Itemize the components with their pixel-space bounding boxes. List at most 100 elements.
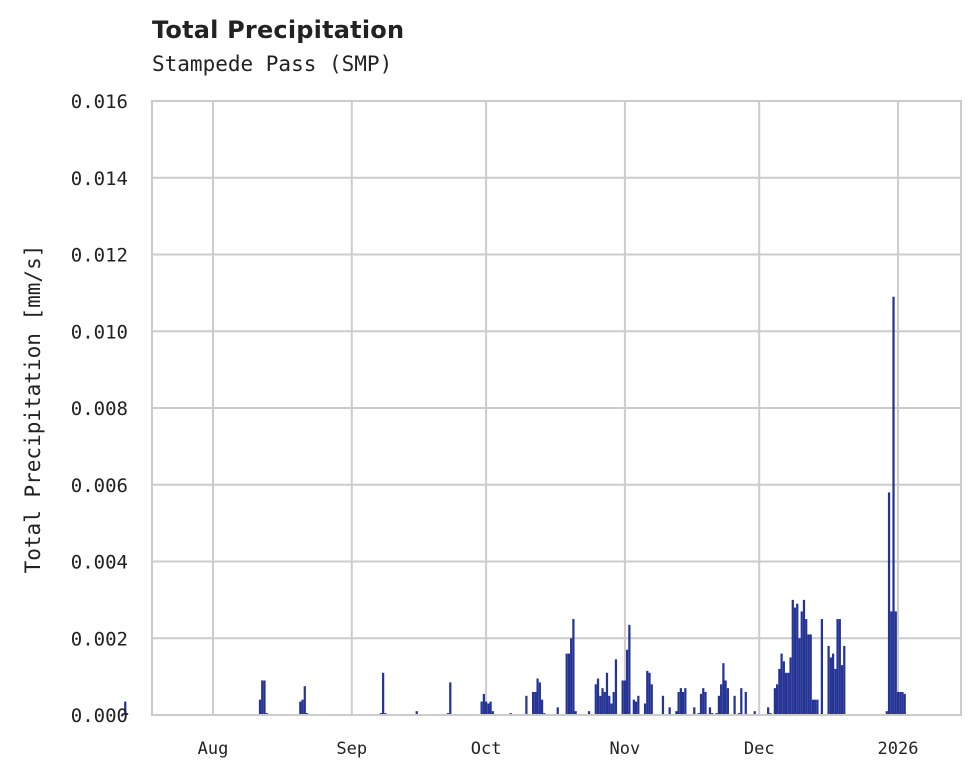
y-tick-label: 0.000 bbox=[71, 705, 128, 727]
precip-bar bbox=[626, 649, 629, 715]
precip-bar bbox=[784, 672, 788, 715]
x-axis-ticks: Aug Sep Oct Nov Dec 2026 bbox=[198, 739, 919, 759]
precip-bar bbox=[780, 653, 783, 715]
precip-bar bbox=[843, 645, 846, 715]
precip-bar bbox=[890, 611, 893, 715]
x-tick-label: 2026 bbox=[878, 739, 919, 759]
precip-bar bbox=[531, 691, 535, 715]
precip-bar bbox=[648, 672, 651, 715]
y-tick-label: 0.002 bbox=[71, 628, 128, 650]
precip-bar bbox=[623, 680, 627, 715]
precip-bar bbox=[574, 711, 577, 715]
precip-bar bbox=[124, 701, 127, 715]
precip-bar bbox=[668, 707, 671, 715]
precip-bar bbox=[800, 611, 803, 715]
precip-bar bbox=[565, 653, 568, 715]
precip-bar bbox=[661, 695, 665, 715]
precip-bar bbox=[840, 665, 844, 715]
y-tick-label: 0.014 bbox=[71, 168, 128, 190]
precip-bar bbox=[603, 691, 606, 715]
precip-bar bbox=[681, 691, 685, 715]
precip-bar bbox=[899, 691, 902, 715]
precip-bar bbox=[885, 711, 888, 715]
precip-bar bbox=[482, 693, 485, 715]
precip-bar bbox=[677, 691, 680, 715]
precip-bar bbox=[708, 707, 712, 715]
precip-bar bbox=[834, 668, 837, 715]
precip-bar bbox=[717, 695, 721, 715]
precip-bar bbox=[838, 619, 841, 715]
precip-bar bbox=[628, 624, 631, 715]
precip-bar bbox=[637, 695, 640, 715]
precip-bar bbox=[744, 691, 747, 715]
precip-bar bbox=[303, 686, 306, 715]
precip-bar bbox=[525, 695, 528, 715]
y-tick-label: 0.012 bbox=[71, 245, 128, 267]
precip-bar bbox=[887, 492, 891, 715]
precip-bar bbox=[733, 695, 736, 715]
y-tick-label: 0.016 bbox=[71, 91, 128, 113]
precip-bar bbox=[258, 699, 262, 715]
precip-bar bbox=[693, 707, 696, 715]
precip-bar bbox=[704, 691, 707, 715]
precip-bar bbox=[572, 619, 575, 715]
precip-bar bbox=[675, 711, 678, 715]
precip-bar bbox=[480, 701, 483, 715]
precip-bar bbox=[621, 680, 624, 715]
precip-bar bbox=[536, 678, 539, 715]
precip-bar bbox=[809, 634, 812, 715]
precip-bar bbox=[740, 688, 743, 715]
precipitation-bars bbox=[122, 296, 906, 715]
precip-bar bbox=[720, 684, 723, 715]
precip-bar bbox=[778, 668, 781, 715]
y-axis-ticks: 0.000 0.002 0.004 0.006 0.008 0.010 0.012 0.014… bbox=[71, 91, 128, 727]
precip-bar bbox=[775, 684, 779, 715]
precip-bar bbox=[831, 653, 835, 715]
precip-bar bbox=[301, 699, 304, 715]
precip-bar bbox=[896, 691, 900, 715]
precip-bar bbox=[610, 703, 613, 715]
precip-bar bbox=[382, 672, 385, 715]
precip-bar bbox=[608, 695, 611, 715]
x-tick-label: Oct bbox=[471, 739, 502, 759]
precip-bar bbox=[702, 688, 705, 715]
precip-bar bbox=[299, 701, 302, 715]
precip-bar bbox=[753, 711, 756, 715]
precip-bar bbox=[773, 688, 776, 715]
precip-bar bbox=[614, 659, 618, 715]
precip-bar bbox=[263, 680, 266, 715]
precip-bar bbox=[724, 680, 727, 715]
x-tick-label: Aug bbox=[198, 739, 229, 759]
precip-bar bbox=[567, 653, 571, 715]
precip-bar bbox=[415, 711, 418, 715]
precip-bar bbox=[811, 699, 815, 715]
precip-bar bbox=[726, 688, 729, 715]
precip-bar bbox=[484, 701, 488, 715]
precip-bar bbox=[802, 599, 806, 715]
precip-bar bbox=[892, 296, 895, 715]
precip-bar bbox=[632, 699, 635, 715]
precip-bar bbox=[587, 711, 591, 715]
precip-bar bbox=[650, 684, 653, 715]
precip-bar bbox=[599, 695, 602, 715]
precip-bar bbox=[489, 701, 492, 715]
precip-bar bbox=[836, 619, 839, 715]
precip-bar bbox=[491, 711, 494, 715]
precip-bar bbox=[903, 693, 906, 715]
y-tick-label: 0.008 bbox=[71, 398, 128, 420]
precip-bar bbox=[601, 688, 604, 715]
precip-bar bbox=[556, 707, 559, 715]
precip-bar bbox=[534, 691, 537, 715]
precip-bar bbox=[894, 611, 897, 715]
gridlines bbox=[152, 100, 961, 716]
precip-bar bbox=[594, 684, 597, 715]
precip-bar bbox=[125, 713, 129, 715]
precip-bar bbox=[791, 599, 794, 715]
precip-bar bbox=[122, 713, 125, 715]
precip-bar bbox=[612, 691, 615, 715]
precip-bar bbox=[699, 693, 703, 715]
precip-bar bbox=[816, 699, 819, 715]
precip-bar bbox=[793, 607, 797, 715]
precip-bar bbox=[684, 688, 687, 715]
